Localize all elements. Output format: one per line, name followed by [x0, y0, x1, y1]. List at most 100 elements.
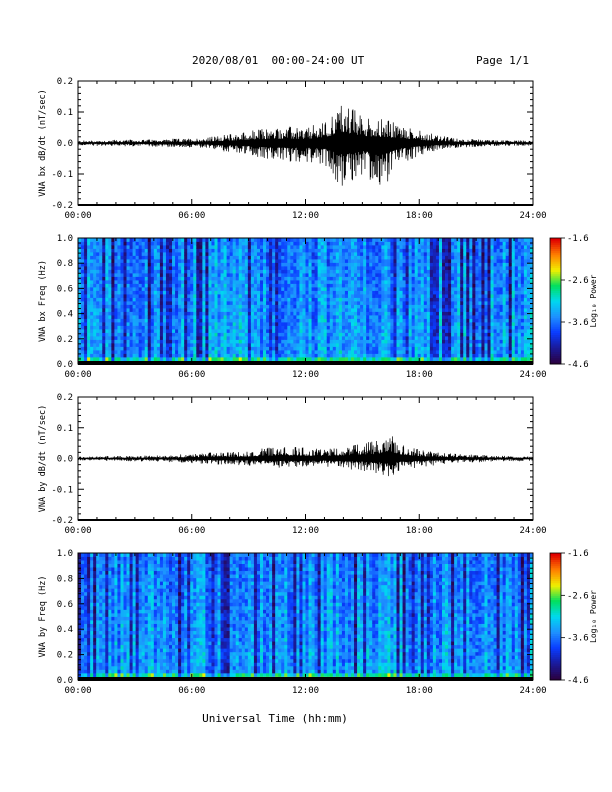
spectrogram-cell — [384, 318, 388, 323]
spectrogram-cell — [241, 280, 246, 284]
spectrogram-cell — [150, 336, 155, 340]
spectrogram-cell — [184, 311, 188, 316]
spectrogram-cell — [253, 304, 258, 309]
spectrogram-cell — [445, 304, 449, 309]
spectrogram-cell — [229, 276, 234, 281]
spectrogram-cell — [351, 276, 355, 281]
spectrogram-cell — [144, 252, 149, 256]
spectrogram-cell — [357, 325, 361, 330]
spectrogram-cell — [123, 304, 127, 309]
spectrogram-cell — [111, 322, 115, 326]
spectrogram-cell — [114, 248, 118, 253]
spectrogram-cell — [366, 325, 370, 330]
spectrogram-cell — [111, 332, 115, 337]
spectrogram-cell — [117, 283, 121, 288]
spectrogram-cell — [354, 266, 358, 270]
spectrogram-cell — [302, 262, 306, 267]
spectrogram-cell — [393, 301, 397, 305]
spectrogram-cell — [484, 297, 488, 302]
spectrogram-cell — [217, 290, 221, 295]
spectrogram-cell — [162, 290, 167, 295]
spectrogram-cell — [238, 311, 243, 316]
spectrogram-cell — [429, 311, 434, 316]
spectrogram-cell — [335, 252, 340, 256]
spectrogram-cell — [129, 266, 133, 270]
spectrogram-cell — [305, 325, 309, 330]
spectrogram-cell — [247, 269, 252, 274]
spectrogram-cell — [129, 318, 133, 323]
spectrogram-cell — [393, 318, 397, 323]
spectrogram-cell — [275, 283, 279, 288]
spectrogram-cell — [405, 283, 410, 288]
spectrogram-cell — [281, 238, 285, 242]
spectrogram-cell — [448, 255, 452, 260]
spectrogram-cell — [369, 269, 373, 274]
spectrogram-cell — [308, 248, 312, 253]
spectrogram-cell — [232, 294, 237, 298]
spectrogram-cell — [390, 283, 394, 288]
spectrogram-cell — [241, 255, 246, 260]
spectrogram-cell — [372, 259, 376, 263]
spectrogram-cell — [93, 304, 97, 309]
spectrogram-cell — [451, 301, 455, 305]
spectrogram-cell — [335, 297, 340, 302]
spectrogram-cell — [141, 262, 146, 267]
spectrogram-cell — [229, 294, 234, 298]
spectrogram-cell — [302, 322, 306, 326]
spectrogram-cell — [199, 357, 203, 361]
spectrogram-cell — [472, 294, 476, 298]
spectrogram-cell — [220, 315, 224, 319]
spectrogram-cell — [162, 269, 167, 274]
spectrogram-cell — [375, 245, 379, 249]
spectrogram-cell — [181, 315, 185, 319]
spectrogram-cell — [423, 241, 428, 246]
spectrogram-cell — [457, 353, 461, 358]
spectrogram-cell — [205, 269, 209, 274]
spectrogram-cell — [344, 339, 349, 344]
spectrogram-cell — [466, 245, 470, 249]
spectrogram-cell — [162, 315, 167, 319]
spectrogram-cell — [320, 252, 325, 256]
spectrogram-cell — [126, 269, 130, 274]
spectrogram-cell — [232, 353, 237, 358]
spectrogram-cell — [351, 290, 355, 295]
spectrogram-cell — [78, 343, 82, 347]
spectrogram-cell — [144, 336, 149, 340]
spectrogram-cell — [329, 322, 334, 326]
spectrogram-cell — [408, 248, 413, 253]
spectrogram-cell — [360, 350, 364, 354]
spectrogram-cell — [366, 339, 370, 344]
spectrogram-cell — [132, 308, 137, 312]
spectrogram-cell — [266, 259, 270, 263]
spectrogram-cell — [175, 273, 179, 277]
spectrogram-cell — [108, 269, 112, 274]
spectrogram-cell — [135, 245, 140, 249]
spectrogram-cell — [299, 318, 303, 323]
spectrogram-cell — [320, 357, 325, 361]
spectrogram-cell — [405, 308, 410, 312]
spectrogram-cell — [423, 276, 428, 281]
spectrogram-cell — [150, 350, 155, 354]
spectrogram-cell — [432, 255, 437, 260]
spectrogram-cell — [214, 266, 218, 270]
spectrogram-cell — [87, 343, 91, 347]
spectrogram-cell — [96, 346, 100, 351]
spectrogram-cell — [357, 332, 361, 337]
spectrogram-cell — [114, 308, 118, 312]
spectrogram-cell — [144, 325, 149, 330]
spectrogram-cell — [235, 350, 240, 354]
spectrogram-cell — [123, 252, 127, 256]
spectrogram-cell — [420, 259, 425, 263]
spectrogram-cell — [429, 332, 434, 337]
spectrogram-cell — [153, 350, 158, 354]
spectrogram-cell — [405, 262, 410, 267]
spectrogram-cell — [475, 304, 479, 309]
spectrogram-cell — [332, 304, 337, 309]
spectrogram-cell — [241, 336, 246, 340]
spectrogram-cell — [405, 339, 410, 344]
spectrogram-cell — [217, 283, 221, 288]
spectrogram-cell — [296, 273, 300, 277]
spectrogram-cell — [181, 245, 185, 249]
spectrogram-cell — [123, 332, 127, 337]
